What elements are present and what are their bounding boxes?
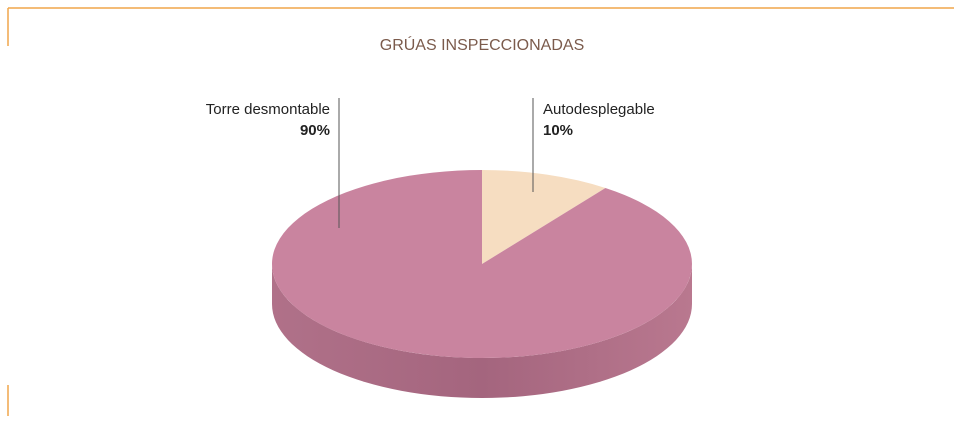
slice-label: Autodesplegable — [543, 101, 655, 118]
chart-title: GRÚAS INSPECCIONADAS — [380, 35, 584, 54]
slice-value-label: 90% — [300, 122, 330, 139]
pie-slice — [482, 170, 606, 264]
pie-slice — [271, 170, 692, 358]
slice-label: Torre desmontable — [206, 101, 330, 118]
pie-side — [272, 264, 692, 398]
slice-value-label: 10% — [543, 122, 573, 139]
